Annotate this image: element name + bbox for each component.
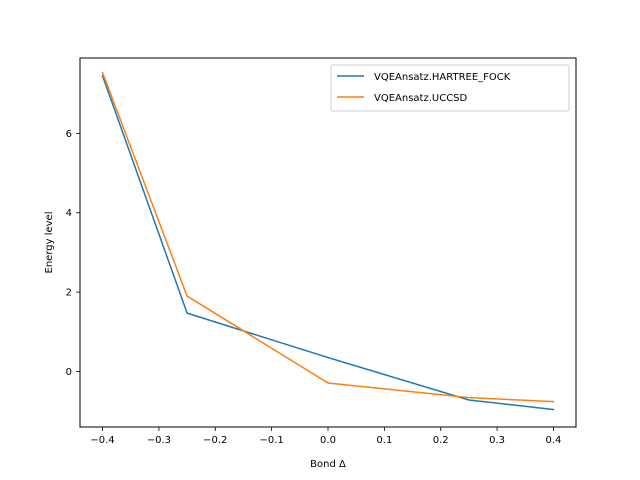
series-layer — [101, 71, 555, 411]
y-axis-ticks: 0 2 4 6 — [66, 129, 80, 378]
legend-label-0: VQEAnsatz.HARTREE_FOCK — [374, 72, 511, 83]
legend-label-1: VQEAnsatz.UCCSD — [374, 93, 468, 104]
x-tick-label-8: 0.4 — [546, 435, 562, 446]
x-tick-label-7: 0.3 — [489, 435, 505, 446]
x-tick-label-0: −0.4 — [90, 435, 114, 446]
x-axis-ticks: −0.4 −0.3 −0.2 −0.1 0.0 0.1 0.2 0.3 0.4 — [90, 427, 561, 446]
series-line-1 — [101, 71, 555, 403]
y-tick-label-0: 0 — [66, 367, 72, 378]
x-tick-label-6: 0.2 — [433, 435, 449, 446]
x-axis-label: Bond Δ — [310, 459, 346, 470]
x-tick-label-4: 0.0 — [320, 435, 336, 446]
series-line-0 — [101, 74, 555, 411]
x-tick-label-5: 0.1 — [376, 435, 392, 446]
y-axis-label: Energy level — [44, 212, 55, 274]
x-tick-label-2: −0.2 — [203, 435, 227, 446]
y-tick-label-1: 2 — [66, 288, 72, 299]
y-tick-label-2: 4 — [66, 208, 72, 219]
x-tick-label-3: −0.1 — [259, 435, 283, 446]
x-tick-label-1: −0.3 — [147, 435, 171, 446]
legend-box — [330, 64, 570, 112]
y-tick-label-3: 6 — [66, 129, 72, 140]
legend: VQEAnsatz.HARTREE_FOCK VQEAnsatz.UCCSD — [330, 64, 570, 112]
